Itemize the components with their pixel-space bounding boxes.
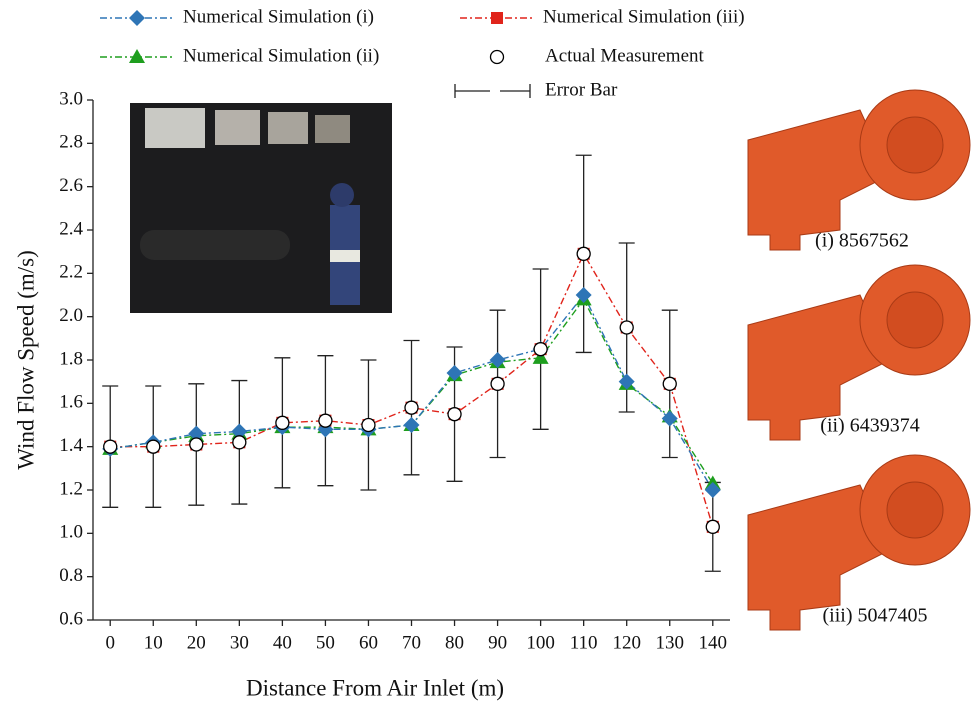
- x-tick-label: 90: [488, 632, 507, 653]
- data-point: [490, 376, 505, 391]
- data-point: [275, 415, 290, 430]
- data-point: [619, 320, 634, 335]
- y-tick-label: 2.0: [59, 305, 83, 326]
- legend-marker: [129, 10, 145, 26]
- data-point: [231, 423, 248, 440]
- x-tick-label: 50: [316, 632, 335, 653]
- y-tick-label: 2.2: [59, 262, 83, 283]
- data-point: [662, 376, 677, 391]
- x-tick-label: 20: [187, 632, 206, 653]
- data-point: [361, 417, 376, 433]
- x-tick-label: 40: [273, 632, 292, 653]
- data-point: [447, 407, 462, 422]
- data-point: [232, 435, 247, 450]
- x-tick-label: 120: [612, 632, 641, 653]
- legend-marker: [491, 12, 503, 24]
- legend-label: Numerical Simulation (ii): [183, 45, 379, 66]
- data-point: [705, 519, 720, 534]
- legend-label: Actual Measurement: [545, 45, 705, 66]
- y-tick-label: 1.4: [59, 435, 83, 456]
- x-tick-label: 60: [359, 632, 378, 653]
- data-point: [146, 439, 161, 454]
- data-point: [533, 342, 548, 357]
- data-point: [318, 413, 333, 428]
- y-tick-label: 2.4: [59, 218, 83, 239]
- annotation: (i) 8567562: [815, 230, 909, 252]
- data-point: [618, 373, 635, 390]
- y-tick-label: 1.2: [59, 478, 83, 499]
- legend-marker: [129, 49, 145, 63]
- data-point: [189, 437, 204, 452]
- y-tick-label: 3.0: [59, 88, 83, 109]
- legend-label: Error Bar: [545, 79, 618, 100]
- y-tick-label: 2.8: [59, 132, 83, 153]
- photo: [130, 103, 392, 313]
- x-tick-label: 130: [655, 632, 684, 653]
- y-axis-label: Wind Flow Speed (m/s): [13, 250, 38, 469]
- series-line: [110, 252, 714, 528]
- x-tick-label: 70: [402, 632, 421, 653]
- data-point: [576, 246, 591, 261]
- x-tick-label: 30: [230, 632, 249, 653]
- x-tick-label: 110: [570, 632, 598, 653]
- data-point: [489, 352, 506, 368]
- data-point: [446, 365, 463, 381]
- legend-error-bar: [454, 84, 531, 98]
- y-tick-label: 1.6: [59, 392, 83, 413]
- data-point: [103, 439, 118, 454]
- y-tick-label: 1.0: [59, 522, 83, 543]
- data-point: [575, 287, 592, 303]
- legend-label: Numerical Simulation (iii): [543, 6, 745, 27]
- x-tick-label: 10: [144, 632, 163, 653]
- x-tick-label: 0: [105, 632, 115, 653]
- x-tick-label: 80: [445, 632, 464, 653]
- legend-marker: [489, 49, 505, 65]
- x-tick-label: 100: [526, 632, 555, 653]
- x-tick-label: 140: [699, 632, 728, 653]
- data-point: [403, 417, 420, 433]
- mesh-images: [747, 89, 971, 631]
- data-point: [661, 410, 678, 427]
- y-tick-label: 0.6: [59, 608, 83, 629]
- legend-label: Numerical Simulation (i): [183, 6, 374, 27]
- data-point: [404, 400, 419, 415]
- y-tick-label: 1.8: [59, 348, 83, 369]
- y-tick-label: 0.8: [59, 565, 83, 586]
- annotation: (ii) 6439374: [820, 415, 919, 437]
- data-point: [188, 425, 205, 442]
- annotation: (iii) 5047405: [823, 605, 928, 627]
- x-axis-label: Distance From Air Inlet (m): [246, 675, 504, 700]
- data-point: [704, 482, 721, 498]
- y-tick-label: 2.6: [59, 175, 83, 196]
